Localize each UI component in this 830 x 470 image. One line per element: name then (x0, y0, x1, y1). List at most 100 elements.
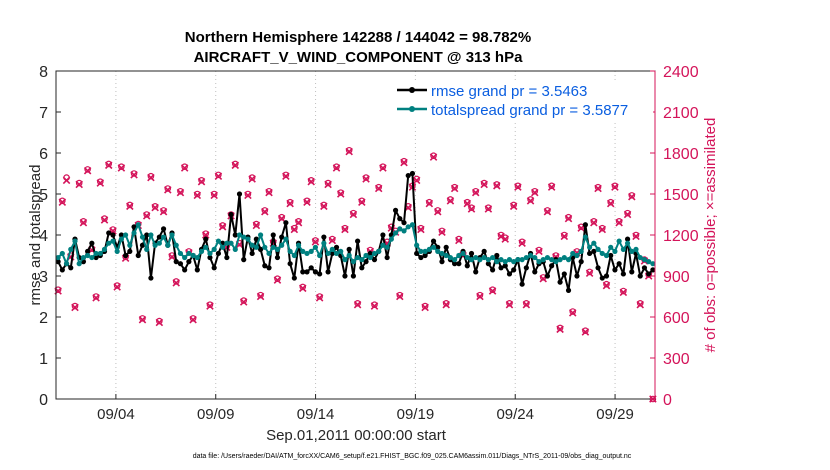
obs-assimilated-stroke (261, 208, 269, 216)
series-point-rmse (312, 269, 319, 275)
series-point-totalspread (101, 246, 108, 252)
obs-assimilated-marker (505, 300, 514, 309)
obs-possible-marker (248, 174, 256, 181)
series-point-totalspread (481, 254, 487, 261)
obs-assimilated-marker (370, 302, 379, 310)
obs-assimilated-marker (518, 239, 526, 247)
obs-possible-marker (426, 198, 433, 206)
obs-possible-marker (282, 171, 290, 179)
obs-possible-marker (434, 207, 442, 214)
series-point-rmse (106, 230, 112, 236)
legend-marker-rmse (409, 87, 415, 93)
series-point-rmse (464, 263, 470, 269)
obs-assimilated-stroke (315, 294, 324, 302)
series-point-totalspread (641, 257, 648, 263)
series-point-rmse (241, 257, 247, 263)
obs-assimilated-marker (442, 300, 450, 309)
obs-assimilated-marker (239, 298, 248, 306)
obs-assimilated-stroke (438, 228, 446, 237)
series-point-totalspread (123, 232, 129, 238)
obs-assimilated-stroke (400, 158, 408, 167)
obs-possible-marker (147, 172, 155, 180)
obs-possible-marker (476, 291, 484, 299)
obs-assimilated-marker (345, 147, 353, 156)
obs-possible-marker (624, 209, 631, 217)
left-axis: 0 1 2 3 4 5 6 7 8 (39, 64, 61, 409)
series-point-rmse (89, 240, 95, 246)
obs-assimilated-stroke (522, 300, 531, 309)
obs-assimilated-stroke (433, 208, 442, 216)
obs-possible-marker (636, 300, 644, 307)
obs-assimilated-marker (159, 208, 168, 216)
series-point-rmse (279, 234, 285, 240)
obs-assimilated-stroke (581, 328, 590, 336)
series-point-totalspread (160, 234, 167, 240)
obs-possible-marker (274, 275, 281, 283)
obs-assimilated-marker (531, 188, 539, 197)
obs-assimilated-stroke (396, 292, 404, 301)
obs-assimilated-marker (180, 164, 189, 172)
series-point-rmse (287, 261, 293, 267)
series-point-totalspread (89, 254, 95, 261)
obs-possible-marker (316, 293, 323, 300)
series-point-totalspread (270, 244, 276, 250)
obs-assimilated-marker (311, 238, 320, 246)
series-point-rmse (502, 263, 508, 269)
series-point-totalspread (633, 246, 639, 252)
obs-assimilated-marker (632, 232, 640, 241)
obs-possible-marker (396, 291, 404, 299)
series-point-totalspread (325, 250, 331, 257)
series-point-totalspread (312, 244, 319, 250)
series-point-totalspread (333, 250, 340, 257)
obs-assimilated-stroke (594, 184, 602, 193)
obs-assimilated-marker (455, 236, 463, 245)
series-point-totalspread (203, 244, 209, 250)
obs-assimilated-stroke (328, 236, 337, 245)
obs-assimilated-stroke (79, 218, 88, 227)
chart-title-line2: AIRCRAFT_V_WIND_COMPONENT @ 313 hPa (194, 49, 524, 66)
obs-assimilated-marker (547, 183, 556, 191)
obs-assimilated-stroke (248, 175, 256, 183)
series-point-totalspread (582, 234, 588, 240)
obs-possible-marker (514, 182, 522, 190)
series-point-rmse (257, 246, 264, 252)
obs-assimilated-marker (142, 212, 151, 220)
obs-possible-marker (324, 179, 332, 187)
y-tick-label-left: 5 (39, 187, 48, 204)
series-point-totalspread (468, 257, 475, 263)
obs-possible-marker (215, 171, 222, 179)
legend-label-totalspread: totalspread grand pr = 3.5877 (431, 102, 628, 119)
series-point-totalspread (523, 254, 529, 261)
obs-assimilated-stroke (320, 202, 328, 211)
obs-possible-marker (400, 157, 408, 165)
series-point-totalspread (68, 246, 74, 252)
series-point-rmse (519, 281, 525, 287)
obs-assimilated-stroke (611, 183, 619, 191)
x-axis: 09/04 09/09 09/14 09/19 09/24 09/29 (97, 394, 634, 423)
series-point-totalspread (114, 248, 120, 254)
obs-assimilated-stroke (113, 283, 121, 291)
series-point-totalspread (608, 244, 614, 250)
obs-assimilated-marker (130, 171, 138, 179)
obs-possible-marker (472, 187, 480, 195)
obs-assimilated-stroke (58, 198, 67, 206)
obs-possible-marker (586, 268, 593, 276)
series-point-totalspread (194, 254, 200, 261)
series-point-totalspread (118, 236, 124, 242)
obs-assimilated-stroke (497, 232, 505, 241)
obs-assimilated-marker (611, 183, 619, 191)
obs-assimilated-marker (96, 179, 105, 187)
series-point-rmse (401, 220, 407, 226)
series-point-rmse (177, 261, 184, 267)
obs-possible-marker (413, 175, 420, 183)
series-point-rmse (110, 232, 116, 238)
obs-possible-marker (632, 231, 640, 239)
obs-possible-marker (130, 170, 138, 177)
obs-assimilated-marker (307, 177, 315, 186)
obs-assimilated-marker (83, 167, 92, 175)
obs-possible-marker (92, 293, 100, 300)
x-tick-label: 09/24 (496, 406, 534, 423)
obs-possible-marker (451, 183, 458, 191)
series-point-rmse (148, 275, 154, 281)
series-point-rmse (637, 273, 643, 279)
